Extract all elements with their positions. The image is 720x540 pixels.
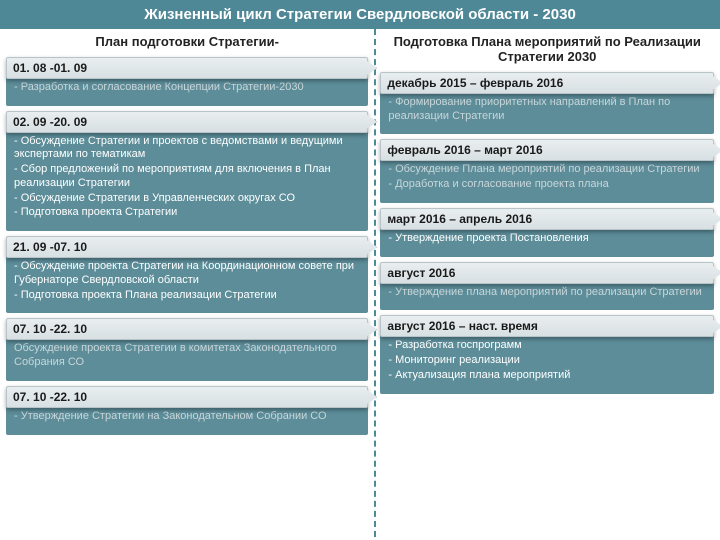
block-line: - Утверждение плана мероприятий по реали… <box>388 286 706 300</box>
page-title: Жизненный цикл Стратегии Свердловской об… <box>0 0 720 29</box>
left-date-bar: 07. 10 -22. 10 <box>6 386 368 408</box>
block-line: - Мониторинг реализации <box>388 354 706 368</box>
right-date-bar: август 2016 – наст. время <box>380 315 714 337</box>
left-content-block: - Утверждение Стратегии на Законодательн… <box>6 404 368 435</box>
right-date-bar: февраль 2016 – март 2016 <box>380 139 714 161</box>
block-line: - Обсуждение Плана мероприятий по реализ… <box>388 163 706 177</box>
left-title: План подготовки Стратегии- <box>6 33 368 54</box>
block-line: - Разработка и согласование Концепции Ст… <box>14 81 360 95</box>
right-date-bar: декабрь 2015 – февраль 2016 <box>380 72 714 94</box>
block-line: - Утверждение Стратегии на Законодательн… <box>14 410 360 424</box>
block-line: - Доработка и согласование проекта плана <box>388 178 706 192</box>
block-line: - Разработка госпрограмм <box>388 339 706 353</box>
block-line: - Формирование приоритетных направлений … <box>388 96 706 124</box>
left-content-block: - Обсуждение проекта Стратегии на Коорди… <box>6 254 368 313</box>
left-column: План подготовки Стратегии- 01. 08 -01. 0… <box>0 29 374 537</box>
right-content-block: - Утверждение плана мероприятий по реали… <box>380 280 714 311</box>
left-content-block: Обсуждение проекта Стратегии в комитетах… <box>6 336 368 381</box>
block-line: - Обсуждение проекта Стратегии на Коорди… <box>14 260 360 288</box>
left-date-bar: 02. 09 -20. 09 <box>6 111 368 133</box>
right-content-block: - Разработка госпрограмм- Мониторинг реа… <box>380 333 714 393</box>
block-line: - Сбор предложений по мероприятиям для в… <box>14 163 360 191</box>
block-line: - Обсуждение Стратегии в Управленческих … <box>14 192 360 206</box>
block-line: - Подготовка проекта Плана реализации Ст… <box>14 289 360 303</box>
left-date-bar: 07. 10 -22. 10 <box>6 318 368 340</box>
block-line: Обсуждение проекта Стратегии в комитетах… <box>14 342 360 370</box>
right-date-bar: август 2016 <box>380 262 714 284</box>
left-date-bar: 21. 09 -07. 10 <box>6 236 368 258</box>
right-title: Подготовка Плана мероприятий по Реализац… <box>380 33 714 69</box>
right-date-bar: март 2016 – апрель 2016 <box>380 208 714 230</box>
left-date-bar: 01. 08 -01. 09 <box>6 57 368 79</box>
right-content-block: - Утверждение проекта Постановления <box>380 226 714 257</box>
block-line: - Утверждение проекта Постановления <box>388 232 706 246</box>
right-content-block: - Формирование приоритетных направлений … <box>380 90 714 135</box>
right-column: Подготовка Плана мероприятий по Реализац… <box>374 29 720 537</box>
right-content-block: - Обсуждение Плана мероприятий по реализ… <box>380 157 714 203</box>
columns-wrap: План подготовки Стратегии- 01. 08 -01. 0… <box>0 29 720 537</box>
block-line: - Подготовка проекта Стратегии <box>14 206 360 220</box>
left-content-block: - Разработка и согласование Концепции Ст… <box>6 75 368 106</box>
left-content-block: - Обсуждение Стратегии и проектов с ведо… <box>6 129 368 232</box>
block-line: - Обсуждение Стратегии и проектов с ведо… <box>14 135 360 163</box>
block-line: - Актуализация плана мероприятий <box>388 369 706 383</box>
